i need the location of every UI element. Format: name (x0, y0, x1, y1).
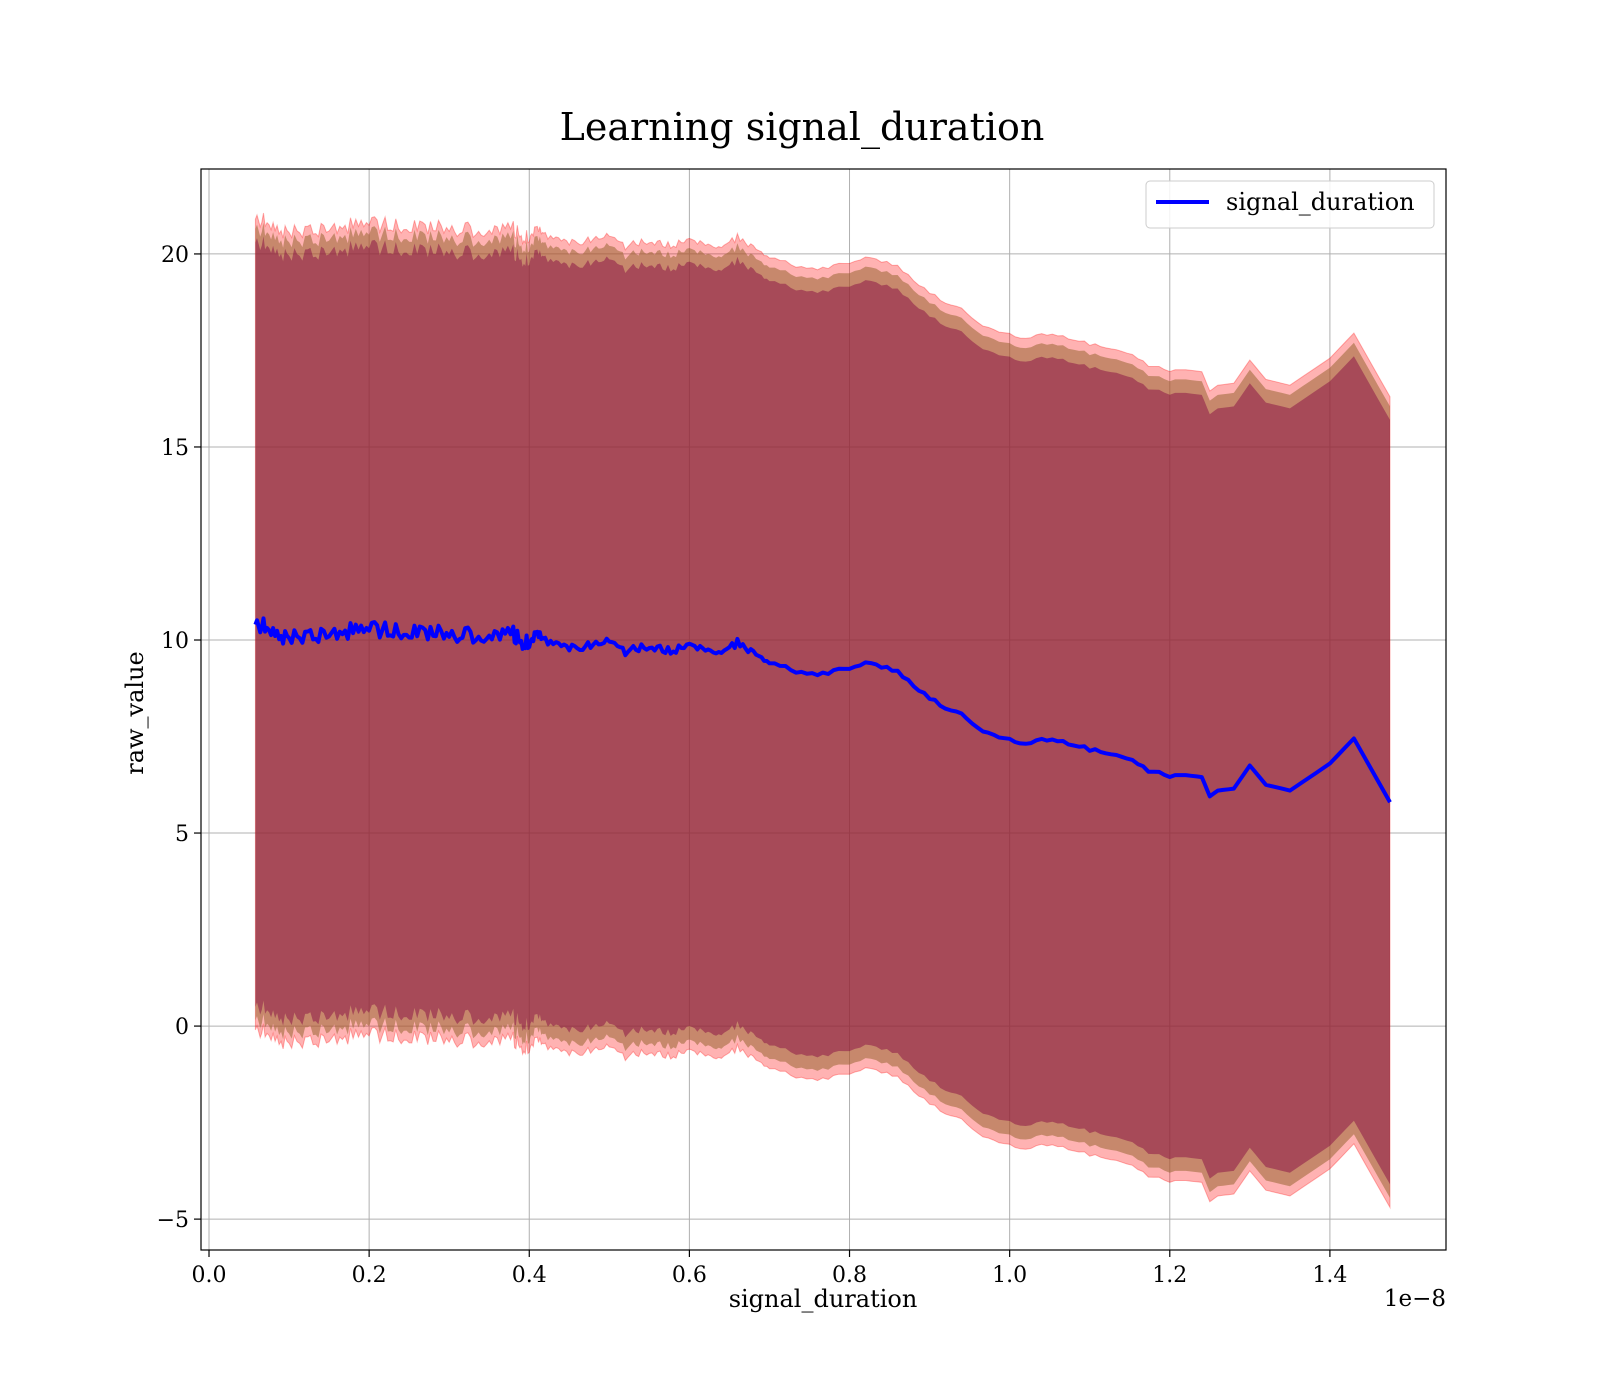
y-tick-label: 0 (175, 1015, 189, 1040)
x-tick-label: 0.6 (672, 1263, 707, 1288)
x-axis-label: signal_duration (729, 1285, 918, 1313)
x-axis-ticks: 0.0 0.2 0.4 0.6 0.8 1.0 1.2 1.4 (192, 1250, 1347, 1288)
x-axis-offset-label: 1e−8 (1384, 1286, 1446, 1312)
legend-label: signal_duration (1226, 188, 1415, 216)
confidence-bands (254, 212, 1391, 1210)
x-tick-label: 1.2 (1152, 1263, 1187, 1288)
legend-box (1145, 180, 1435, 229)
x-tick-label: 0.0 (192, 1263, 227, 1288)
y-tick-label: −5 (157, 1208, 189, 1233)
x-tick-label: 1.4 (1312, 1263, 1347, 1288)
x-tick-label: 0.2 (352, 1263, 387, 1288)
y-tick-label: 5 (175, 822, 189, 847)
legend: signal_duration (1145, 180, 1435, 229)
chart-title: Learning signal_duration (560, 105, 1045, 150)
band-inner (255, 236, 1390, 1185)
y-axis-ticks: −5 0 5 10 15 20 (157, 243, 201, 1233)
y-axis-label: raw_value (121, 651, 149, 775)
x-tick-label: 1.0 (992, 1263, 1027, 1288)
x-tick-label: 0.4 (512, 1263, 547, 1288)
x-tick-label: 0.8 (832, 1263, 867, 1288)
y-tick-label: 10 (161, 629, 189, 654)
plot-frame (200, 168, 1447, 1251)
series-lines (253, 616, 1392, 804)
y-tick-label: 20 (161, 243, 189, 268)
series-line (253, 616, 1392, 804)
band-middle (255, 222, 1390, 1198)
y-tick-label: 15 (161, 436, 189, 461)
